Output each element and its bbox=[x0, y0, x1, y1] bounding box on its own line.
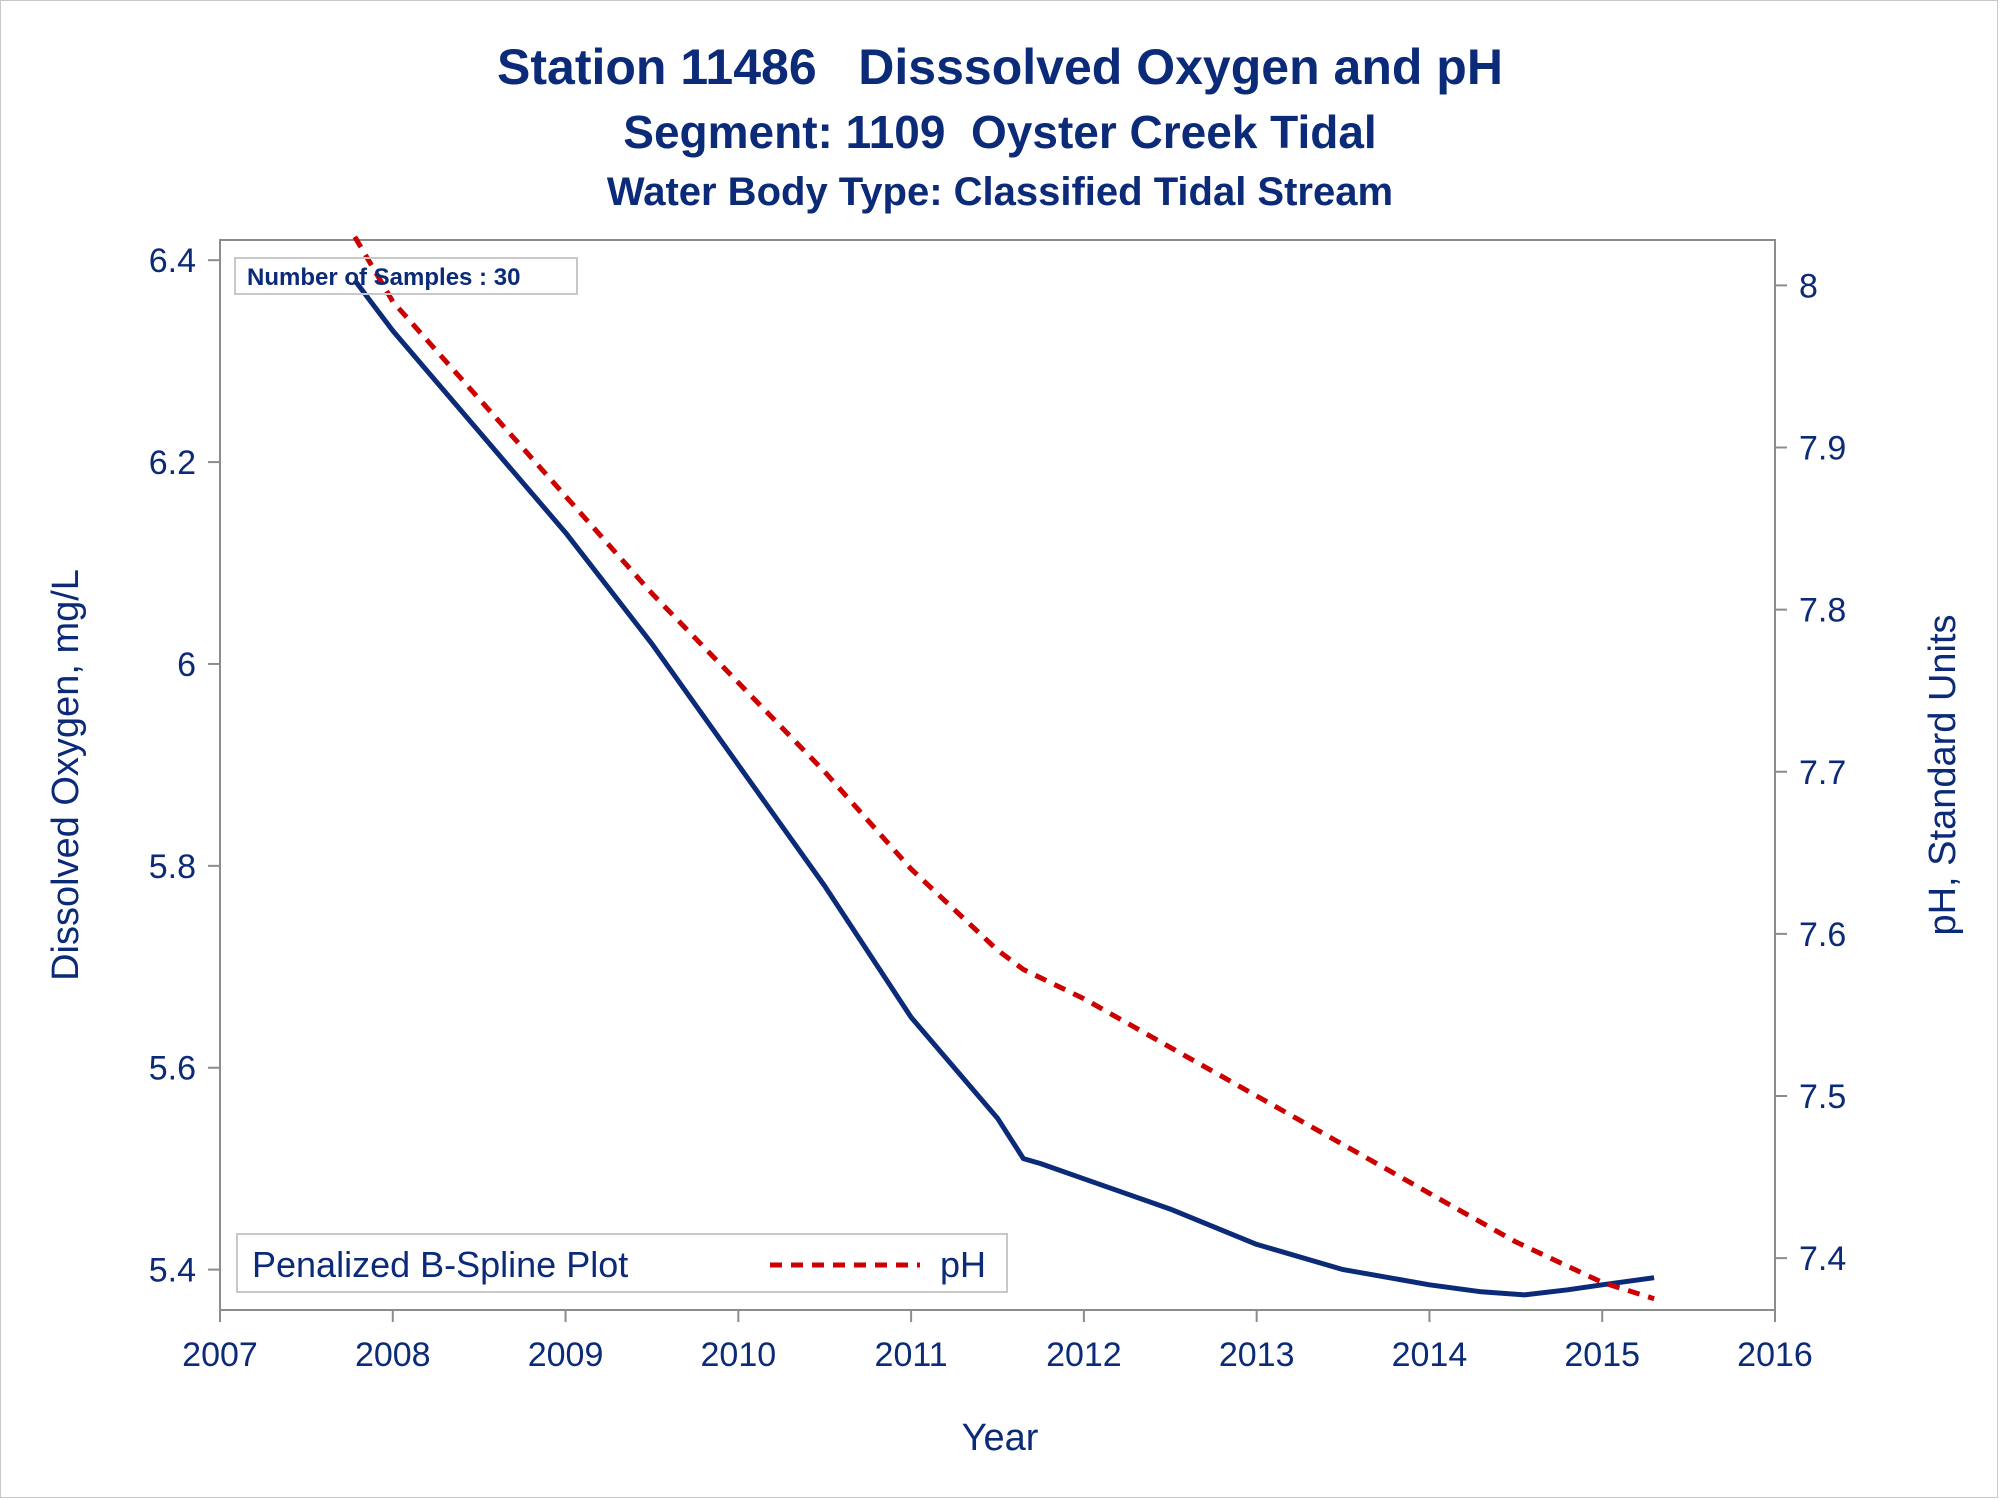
chart-title-line3: Water Body Type: Classified Tidal Stream bbox=[607, 170, 1393, 214]
y-axis-right: 7.4 7.5 7.6 7.7 7.8 7.9 8 bbox=[1775, 267, 1846, 1278]
x-tick-label: 2009 bbox=[528, 1336, 604, 1374]
series-layer bbox=[352, 235, 1655, 1302]
sample-count-label: Number of Samples : 30 bbox=[247, 264, 520, 291]
x-tick-label: 2011 bbox=[875, 1336, 948, 1374]
y-right-tick-label: 8 bbox=[1799, 267, 1818, 305]
y-left-tick-label: 6 bbox=[177, 646, 196, 684]
ph-series-line bbox=[352, 235, 1655, 1302]
x-tick-label: 2016 bbox=[1737, 1336, 1813, 1374]
x-tick-label: 2012 bbox=[1046, 1336, 1122, 1374]
plot-area bbox=[219, 239, 1776, 1311]
y-right-tick-label: 7.8 bbox=[1799, 592, 1846, 630]
y-right-tick-label: 7.4 bbox=[1799, 1240, 1846, 1278]
y-right-tick-label: 7.7 bbox=[1799, 754, 1846, 792]
y-axis-left: 5.4 5.6 5.8 6 6.2 6.4 bbox=[149, 242, 220, 1290]
x-tick-label: 2015 bbox=[1564, 1336, 1640, 1374]
y-right-tick-label: 7.5 bbox=[1799, 1078, 1846, 1116]
legend-ph-label: pH bbox=[940, 1244, 986, 1285]
dissolved-oxygen-series-line bbox=[352, 278, 1655, 1298]
y-right-tick-label: 7.6 bbox=[1799, 916, 1846, 954]
y-axis-right-label: pH, Standard Units bbox=[1922, 614, 1964, 935]
y-left-tick-label: 5.8 bbox=[149, 848, 196, 886]
chart-title-line2: Segment: 1109 Oyster Creek Tidal bbox=[623, 106, 1376, 158]
x-axis-label: Year bbox=[962, 1417, 1039, 1459]
x-tick-label: 2014 bbox=[1392, 1336, 1468, 1374]
x-axis: 2007 2008 2009 2010 2011 2012 2013 2014 2015 2016 bbox=[182, 1310, 1813, 1374]
y-left-tick-label: 5.4 bbox=[149, 1252, 196, 1290]
x-tick-label: 2013 bbox=[1219, 1336, 1295, 1374]
chart-title-line1: Station 11486 Disssolved Oxygen and pH bbox=[497, 39, 1503, 95]
x-tick-label: 2010 bbox=[701, 1336, 777, 1374]
y-right-tick-label: 7.9 bbox=[1799, 430, 1846, 468]
y-left-tick-label: 5.6 bbox=[149, 1050, 196, 1088]
inset-box bbox=[234, 257, 578, 295]
x-tick-label: 2007 bbox=[182, 1336, 258, 1374]
y-axis-left-label: Dissolved Oxygen, mg/L bbox=[45, 569, 87, 981]
legend-title: Penalized B-Spline Plot bbox=[252, 1244, 628, 1285]
x-tick-label: 2008 bbox=[355, 1336, 431, 1374]
y-left-tick-label: 6.4 bbox=[149, 242, 196, 280]
y-left-tick-label: 6.2 bbox=[149, 444, 196, 482]
